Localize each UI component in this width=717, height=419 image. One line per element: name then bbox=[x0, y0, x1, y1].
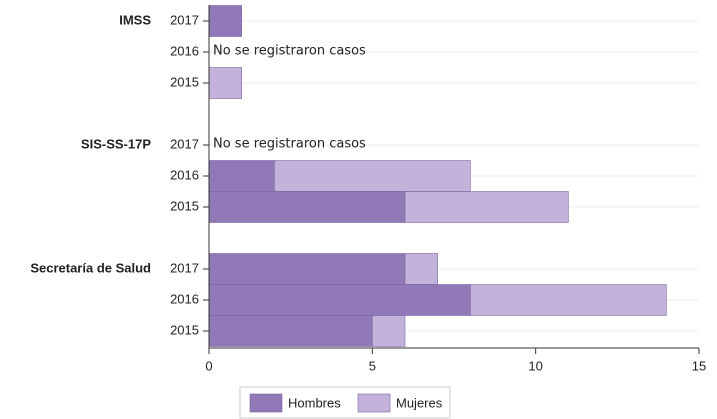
y-tick-label: 2017 bbox=[170, 136, 199, 151]
y-tick-label: 2016 bbox=[170, 167, 199, 182]
legend-swatch bbox=[249, 393, 283, 413]
y-tick-label: 2015 bbox=[170, 198, 199, 213]
bar bbox=[470, 284, 667, 316]
y-tick-label: 2016 bbox=[170, 291, 199, 306]
bar bbox=[404, 253, 438, 285]
bar bbox=[208, 253, 406, 285]
group-label: Secretaría de Salud bbox=[30, 260, 151, 275]
legend-label: Hombres bbox=[288, 395, 341, 410]
legend-box bbox=[239, 386, 451, 419]
y-tick-label: 2015 bbox=[170, 74, 199, 89]
y-tick-label: 2017 bbox=[170, 12, 199, 27]
y-tick-label: 2017 bbox=[170, 260, 199, 275]
bar bbox=[208, 284, 471, 316]
bar bbox=[404, 191, 569, 223]
bar bbox=[208, 315, 373, 347]
bar bbox=[372, 315, 406, 347]
y-tick-label: 2016 bbox=[170, 43, 199, 58]
x-tick-label: 5 bbox=[369, 358, 376, 373]
bar bbox=[208, 160, 275, 192]
bar bbox=[274, 160, 471, 192]
group-label: IMSS bbox=[119, 12, 151, 27]
legend-swatch bbox=[357, 393, 391, 413]
bar bbox=[208, 191, 406, 223]
bar bbox=[208, 67, 242, 99]
group-label: SIS-SS-17P bbox=[81, 136, 151, 151]
x-tick-label: 0 bbox=[205, 358, 212, 373]
legend-label: Mujeres bbox=[396, 395, 443, 410]
y-tick-label: 2015 bbox=[170, 322, 199, 337]
annotation: No se registraron casos bbox=[213, 137, 366, 152]
x-tick-label: 10 bbox=[528, 358, 542, 373]
annotation: No se registraron casos bbox=[213, 44, 366, 59]
bar bbox=[208, 5, 242, 37]
x-tick-label: 15 bbox=[692, 358, 706, 373]
